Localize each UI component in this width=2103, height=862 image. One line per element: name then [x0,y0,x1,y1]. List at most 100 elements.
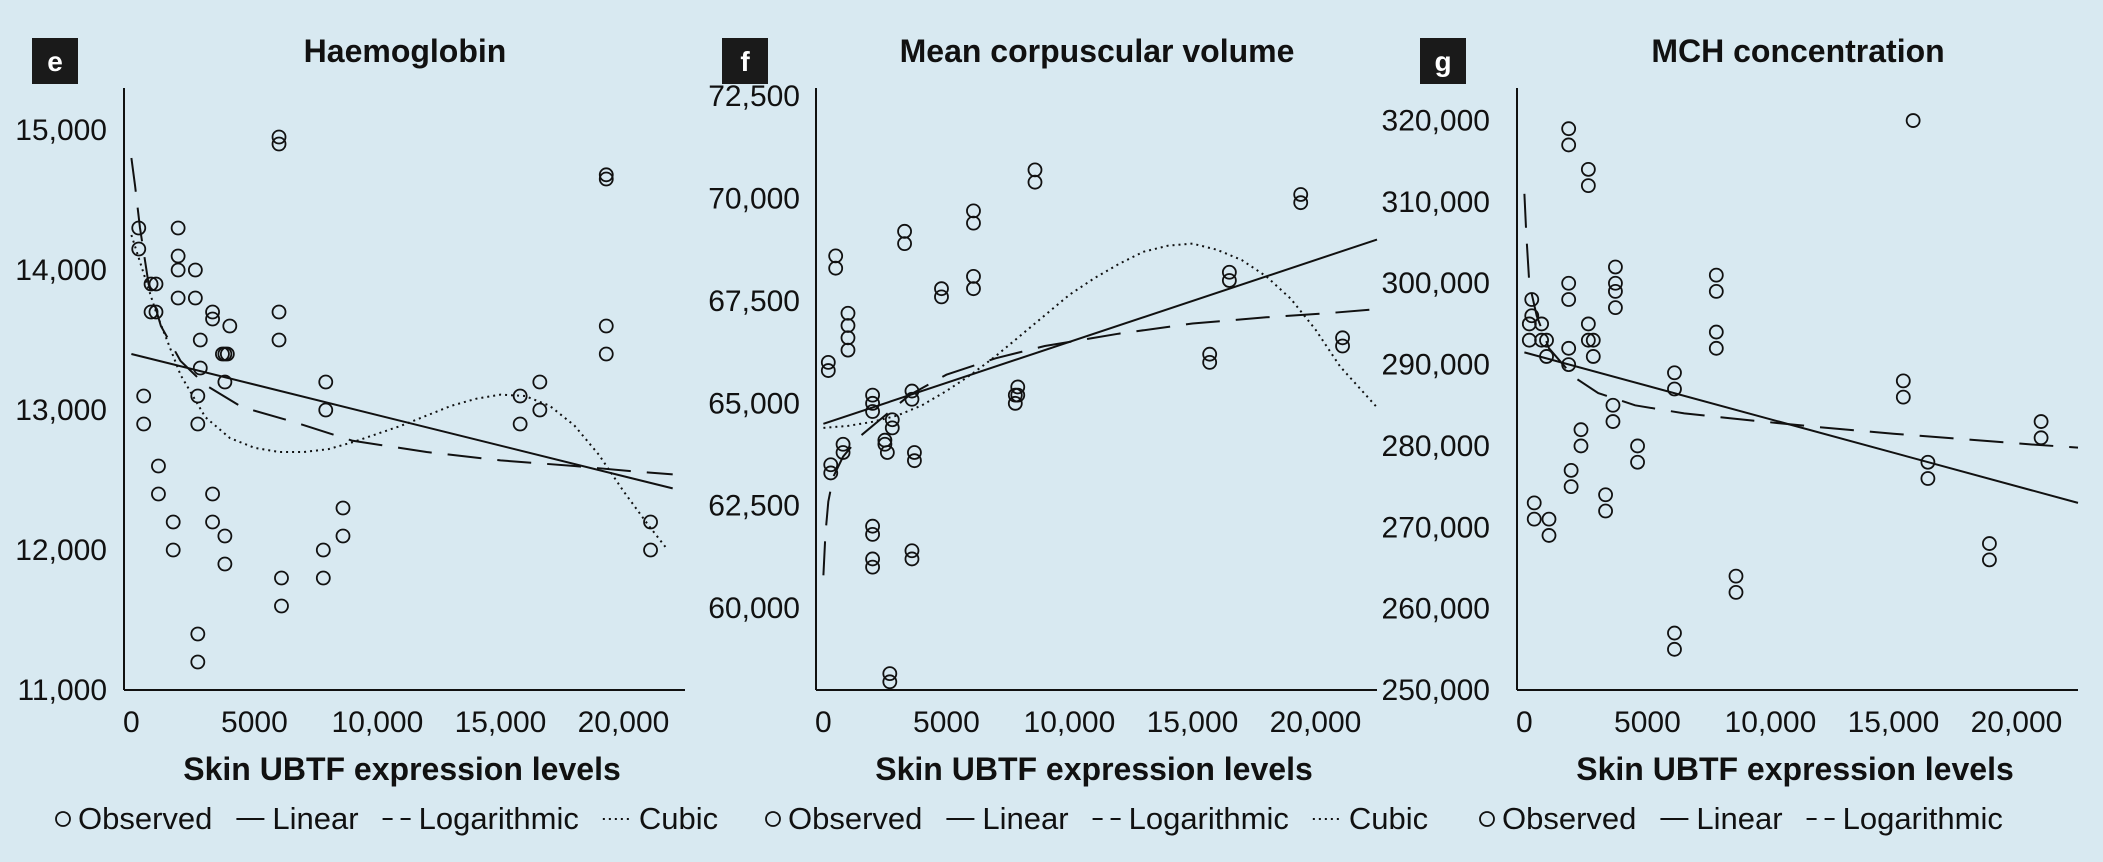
observed-point [2033,430,2049,446]
y-tick-label: 320,000 [1382,105,1490,138]
observed-point [1580,332,1596,348]
observed-point [151,486,166,502]
observed-point [1335,338,1350,354]
observed-point [190,388,206,404]
observed-point [966,281,981,297]
observed-point [879,445,895,460]
observed-point [865,559,880,575]
chart-panel-e: e Haemoglobin 11,000 12,000 13,000 14,000 15,0… [15,33,718,836]
observed-point [1541,511,1557,527]
legend-label: Observed [1502,801,1636,836]
observed-point [170,248,186,264]
observed-point [1585,349,1601,364]
observed-point [835,436,851,452]
legend-item-logarithmic: Logarithmic [1806,801,2003,836]
y-tick-label: 67,500 [708,285,800,318]
observed-point [1580,316,1596,332]
observed-point [190,626,206,642]
observed-point [1608,275,1623,291]
observed-point [151,458,166,474]
legend-label: Logarithmic [1129,801,1289,836]
observed-point [865,395,880,411]
observed-point [865,551,880,567]
observed-point [192,332,208,348]
observed-point [865,404,880,419]
observed-point [318,402,334,418]
y-tick-label: 11,000 [17,674,107,707]
y-tick-label: 72,500 [708,80,800,113]
observed-point [1598,503,1613,519]
observed-point [1580,161,1596,177]
observed-point [190,416,206,432]
y-tick-label: 12,000 [15,534,107,567]
observed-point [1561,275,1577,291]
observed-point [192,360,208,376]
linear-fit-line [131,353,673,490]
observed-point [205,514,220,530]
observed-point [882,674,898,690]
legend-label: Cubic [1349,801,1428,836]
y-tick-label: 310,000 [1382,186,1490,219]
observed-point [217,374,233,390]
observed-point [904,543,920,559]
x-tick-label: 0 [1516,706,1533,739]
observed-point [828,248,844,264]
legend-item-cubic: Cubic [1312,801,1428,836]
observed-point [1010,379,1026,395]
observed-point [1982,552,1997,568]
logarithmic-fit-line [130,157,673,476]
panel-letter: g [1434,46,1451,77]
x-tick-label: 15,000 [455,706,547,739]
x-tick-label: 20,000 [578,706,670,739]
observed-point [187,262,203,278]
observed-point [318,374,334,390]
legend-marker-observed [765,811,781,827]
panel-letter-badge [722,38,768,84]
observed-point [897,223,912,239]
observed-point [1541,528,1557,543]
legend-item-logarithmic: Logarithmic [382,801,579,836]
observed-point [1561,357,1577,372]
observed-point [1534,316,1550,332]
chart-title: Haemoglobin [304,33,507,69]
x-axis-title: Skin UBTF expression levels [183,751,621,787]
legend-item-cubic: Cubic [602,801,718,836]
observed-point [1667,381,1682,397]
x-tick-label: 10,000 [1725,706,1817,739]
observed-point [143,276,159,292]
observed-point [136,388,152,404]
observed-point [1335,330,1350,346]
observed-point [1608,259,1623,275]
observed-point [904,383,920,399]
observed-point [165,542,181,558]
y-tick-label: 60,000 [708,592,800,625]
observed-point [1728,568,1744,584]
legend-item-observed: Observed [1479,801,1636,836]
observed-point [1202,354,1218,370]
observed-point [1667,641,1682,657]
logarithmic-fit-line [1523,193,2079,449]
observed-point [1728,584,1744,600]
observed-point [904,551,920,567]
observed-point [1708,324,1724,340]
observed-point [131,241,147,257]
observed-point [1524,308,1540,324]
x-tick-label: 0 [123,706,140,739]
legend-label: Linear [272,801,358,836]
observed-point [865,387,880,403]
panel-letter-badge [1420,38,1466,84]
x-tick-label: 5000 [913,706,980,739]
observed-point [136,416,152,432]
observed-point [828,260,844,276]
observed-point [222,318,238,334]
observed-point [1293,187,1309,202]
observed-point [271,136,287,152]
legend-item-observed: Observed [55,801,212,836]
observed-point [865,526,880,542]
y-tick-label: 65,000 [708,387,800,420]
logarithmic-fit-line [822,308,1378,576]
observed-point [840,342,856,358]
observed-point [1630,438,1645,454]
observed-point [966,268,981,284]
x-axis-title: Skin UBTF expression levels [875,751,1313,787]
